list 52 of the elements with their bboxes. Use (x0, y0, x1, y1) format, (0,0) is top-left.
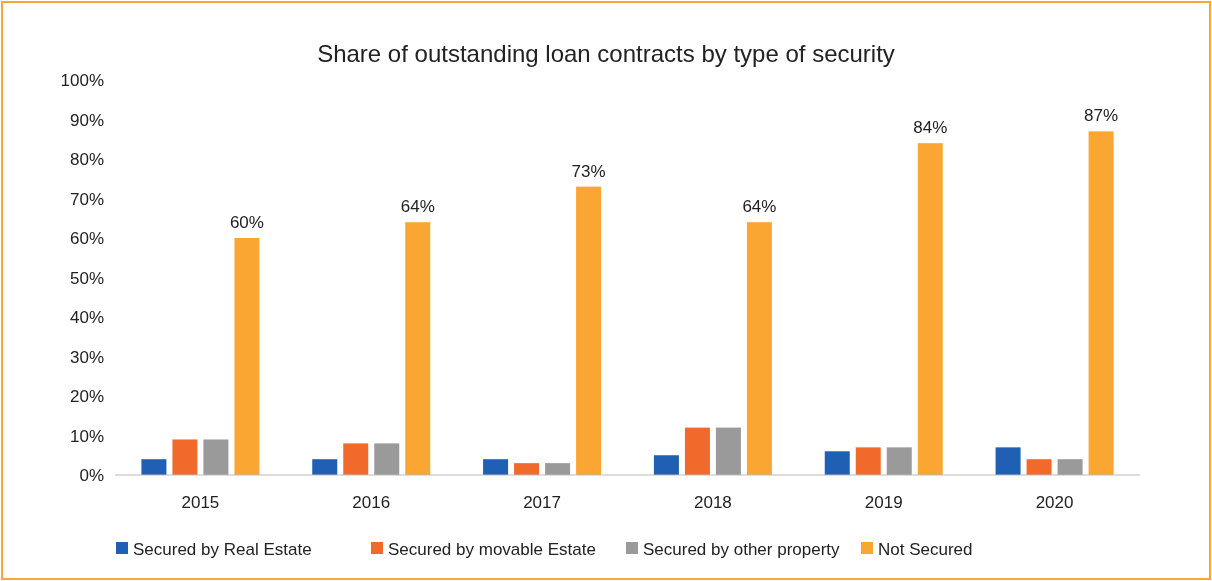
bar (917, 143, 943, 475)
data-label: 84% (913, 118, 948, 138)
y-tick-label: 60% (69, 229, 104, 248)
data-label: 64% (400, 197, 435, 217)
x-tick-label: 2020 (1035, 493, 1074, 512)
x-tick-label: 2017 (523, 493, 561, 512)
bar (514, 463, 540, 475)
bar (545, 463, 571, 475)
legend-label: Secured by Real Estate (133, 540, 312, 559)
chart-title: Share of outstanding loan contracts by type of security (317, 40, 895, 67)
bar (576, 186, 602, 475)
bar (234, 238, 260, 475)
data-label: 87% (1084, 106, 1119, 126)
bar (1088, 131, 1114, 475)
bar (684, 427, 710, 475)
x-tick-label: 2018 (694, 493, 732, 512)
y-tick-label: 80% (69, 150, 104, 169)
bar (715, 427, 741, 475)
bar (886, 447, 912, 475)
y-tick-label: 0% (79, 466, 104, 485)
legend-label: Secured by other property (643, 540, 841, 559)
bar (405, 222, 431, 475)
x-tick-label: 2015 (181, 493, 220, 512)
y-tick-label: 70% (69, 189, 104, 209)
y-tick-label: 10% (69, 426, 104, 446)
bar (1026, 459, 1052, 475)
bar (653, 455, 679, 475)
legend-label: Not Secured (878, 540, 973, 559)
y-tick-label: 30% (69, 347, 104, 367)
bar (995, 447, 1021, 475)
data-label: 73% (571, 161, 606, 181)
bar (824, 451, 850, 475)
y-tick-label: 90% (69, 110, 104, 130)
bar (374, 443, 400, 475)
data-label: 60% (229, 213, 264, 232)
x-tick-label: 2019 (864, 493, 903, 512)
bar (203, 439, 229, 475)
bar (483, 459, 509, 475)
y-tick-label: 50% (69, 268, 104, 288)
y-tick-label: 20% (69, 387, 104, 406)
y-tick-label: 40% (69, 308, 104, 327)
bar (141, 459, 167, 475)
x-tick-label: 2016 (352, 493, 391, 512)
bar (855, 447, 881, 475)
bar (1057, 459, 1083, 475)
legend-label: Secured by movable Estate (388, 540, 596, 559)
bar (312, 459, 338, 475)
y-tick-label: 100% (60, 71, 104, 90)
bar (746, 222, 772, 475)
data-label: 64% (742, 197, 777, 217)
bar (172, 439, 198, 475)
bar (343, 443, 369, 475)
